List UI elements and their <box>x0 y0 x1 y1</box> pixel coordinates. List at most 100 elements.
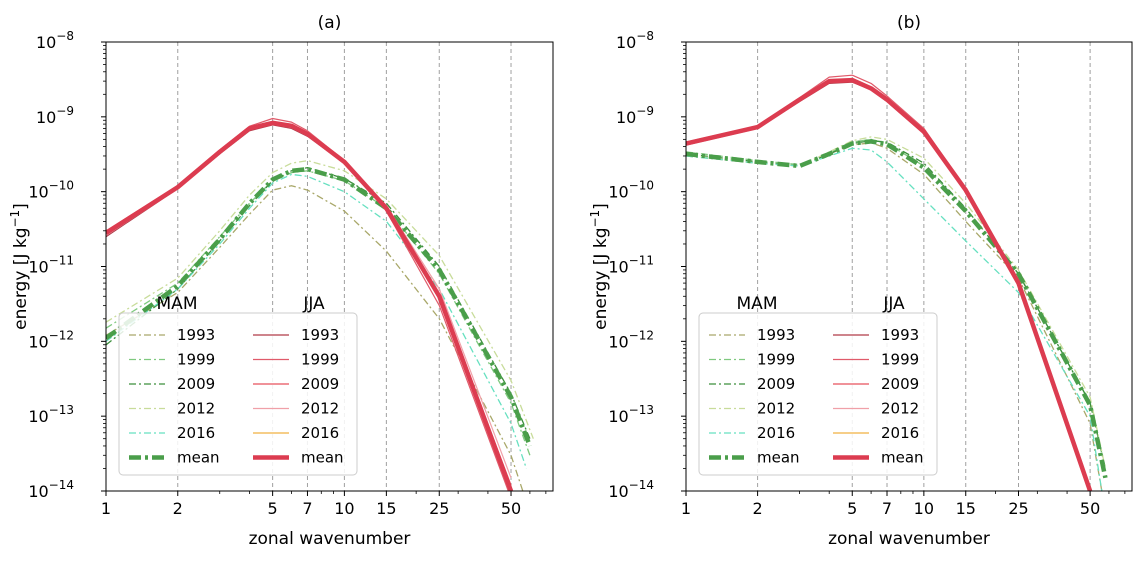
x-tick-label: 1 <box>681 499 691 518</box>
legend-box <box>118 312 358 476</box>
series-line-mam-2016 <box>106 173 528 469</box>
legend-label: 2012 <box>301 400 339 418</box>
x-tick-label: 10 <box>334 499 354 518</box>
y-tick-base: 10 <box>608 407 628 426</box>
legend-label: 2016 <box>177 424 215 442</box>
y-tick-label: 10−8 <box>36 29 74 52</box>
y-tick-exponent: −9 <box>636 104 654 118</box>
series-lines <box>106 117 534 491</box>
y-tick-base: 10 <box>28 482 48 501</box>
legend-label: mean <box>301 449 344 467</box>
legend-box <box>698 312 938 476</box>
legend-label: 2009 <box>301 375 339 393</box>
legend-label: mean <box>757 449 800 467</box>
y-tick-exponent: −12 <box>629 328 654 342</box>
y-tick-label: 10−10 <box>28 179 74 202</box>
y-tick-exponent: −14 <box>629 478 654 492</box>
legend-group-title: MAM <box>157 294 198 314</box>
y-tick-label: 10−14 <box>28 478 74 501</box>
series-lines <box>686 74 1108 491</box>
y-tick-exponent: −9 <box>56 104 74 118</box>
y-tick-label: 10−14 <box>608 478 654 501</box>
x-tick-label: 5 <box>847 499 857 518</box>
x-tick-label: 50 <box>1080 499 1100 518</box>
x-tick-label: 50 <box>501 499 521 518</box>
y-tick-exponent: −14 <box>49 478 74 492</box>
x-tick-label: 25 <box>1008 499 1028 518</box>
y-tick-exponent: −11 <box>629 254 654 268</box>
y-tick-base: 10 <box>28 332 48 351</box>
y-tick-exponent: −12 <box>49 328 74 342</box>
y-tick-base: 10 <box>616 108 636 127</box>
panel-a: 1 2 5 7 10 15 25 5010−810−910−1010−1110−1210−13… <box>8 13 554 549</box>
y-axis-label-sup: −1 <box>8 210 22 228</box>
x-tick-label: 5 <box>268 499 278 518</box>
y-tick-label: 10−13 <box>28 403 74 426</box>
x-axis-label: zonal wavenumber <box>828 529 990 549</box>
y-tick-label: 10−12 <box>608 328 654 351</box>
series-line-jja-mean <box>106 120 514 491</box>
legend-label: 1999 <box>757 351 795 369</box>
x-tick-label: 1 <box>101 499 111 518</box>
series-line-mam-1993 <box>106 185 524 491</box>
legend-label: 2009 <box>757 375 795 393</box>
x-tick-label: 7 <box>882 499 892 518</box>
legend-group-title: MAM <box>737 294 778 314</box>
x-axis-label: zonal wavenumber <box>249 529 411 549</box>
x-tick-label: 15 <box>376 499 396 518</box>
legend-label: 2009 <box>177 375 215 393</box>
series-line-mam-2016 <box>686 147 1103 491</box>
y-tick-exponent: −13 <box>629 403 654 417</box>
y-tick-base: 10 <box>608 183 628 202</box>
chart-title: (a) <box>318 13 342 33</box>
legend-label: 1993 <box>301 326 339 344</box>
y-axis-label-sup: −1 <box>588 210 602 228</box>
panel-b: 1 2 5 7 10 15 25 5010−810−910−1010−1110−1210−13… <box>588 13 1133 549</box>
series-line-mam-2012 <box>106 159 534 439</box>
series-line-mam-mean <box>106 166 532 447</box>
y-tick-exponent: −8 <box>636 29 654 43</box>
legend-label: 1993 <box>881 326 919 344</box>
x-tick-label: 10 <box>914 499 934 518</box>
legend-label: 1993 <box>757 326 795 344</box>
legend-label: 2016 <box>301 424 339 442</box>
y-tick-exponent: −10 <box>629 179 654 193</box>
y-axis-label: energy [J kg−1] <box>588 203 611 330</box>
legend-group-title: JJA <box>302 294 325 314</box>
legend-label: 2012 <box>881 400 919 418</box>
y-tick-base: 10 <box>608 332 628 351</box>
y-tick-label: 10−12 <box>28 328 74 351</box>
legend-label: 2009 <box>881 375 919 393</box>
y-tick-base: 10 <box>36 33 56 52</box>
x-tick-label: 2 <box>173 499 183 518</box>
y-tick-exponent: −10 <box>49 179 74 193</box>
y-tick-base: 10 <box>28 183 48 202</box>
x-tick-label: 25 <box>429 499 449 518</box>
y-tick-label: 10−9 <box>36 104 74 127</box>
y-axis-label-main: energy [J kg <box>591 228 611 330</box>
series-line-mam-mean <box>686 139 1108 479</box>
y-tick-label: 10−10 <box>608 179 654 202</box>
x-tick-label: 2 <box>753 499 763 518</box>
series-line-jja-mean <box>686 77 1093 491</box>
x-tick-label: 15 <box>956 499 976 518</box>
y-tick-label: 10−8 <box>616 29 654 52</box>
legend-label: 1999 <box>881 351 919 369</box>
legend-label: 1999 <box>177 351 215 369</box>
legend-label: 2012 <box>177 400 215 418</box>
legend-label: 1999 <box>301 351 339 369</box>
legend: MAM JJA 1993 1999 2009 2012 2016 mean 1993 1999 20… <box>118 294 358 476</box>
legend-label: 1993 <box>177 326 215 344</box>
x-tick-label: 7 <box>302 499 312 518</box>
y-axis-label-end: ] <box>591 203 611 210</box>
y-tick-exponent: −8 <box>56 29 74 43</box>
y-tick-exponent: −13 <box>49 403 74 417</box>
y-tick-base: 10 <box>28 407 48 426</box>
y-tick-label: 10−13 <box>608 403 654 426</box>
y-tick-exponent: −11 <box>49 254 74 268</box>
legend-group-title: JJA <box>882 294 905 314</box>
legend-label: 2016 <box>757 424 795 442</box>
y-tick-base: 10 <box>608 482 628 501</box>
legend-label: 2012 <box>757 400 795 418</box>
